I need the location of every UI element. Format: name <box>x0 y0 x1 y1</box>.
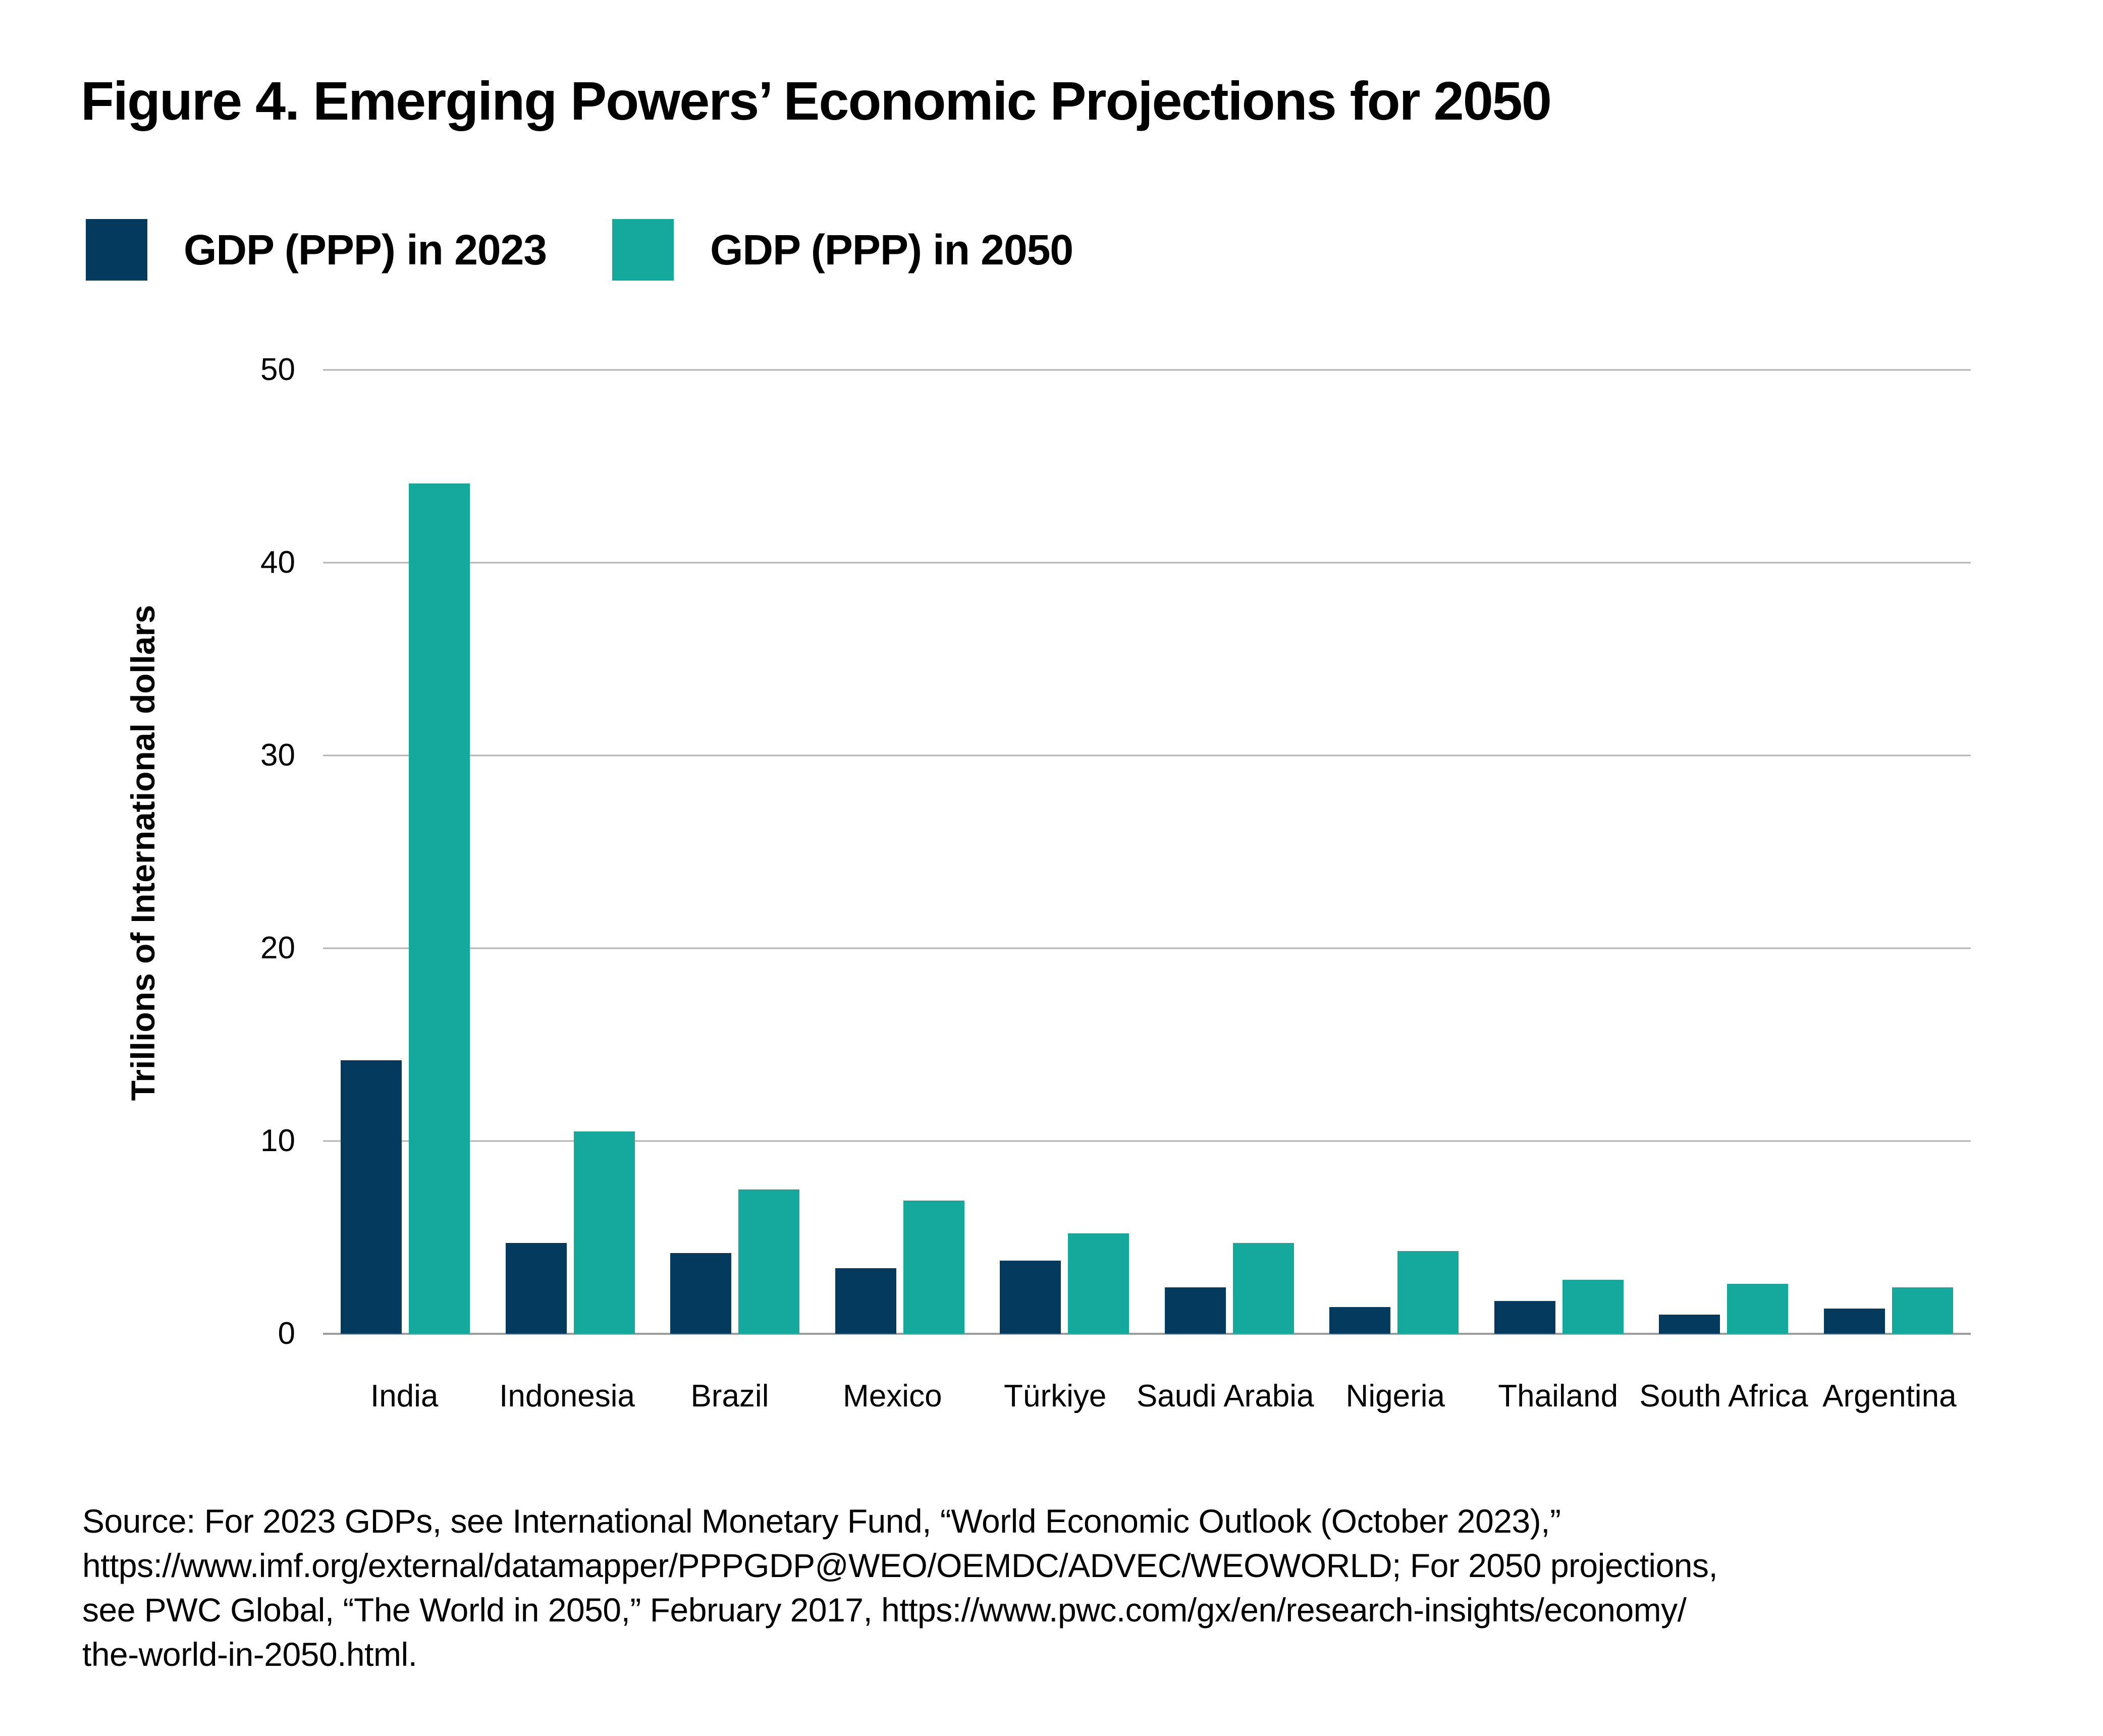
bar-saudi-arabia-2023 <box>1164 1287 1226 1334</box>
x-label-turkiye: Türkiye <box>1004 1379 1107 1414</box>
bar-argentina-2050 <box>1892 1287 1953 1334</box>
bar-turkiye-2050 <box>1068 1233 1129 1334</box>
x-label-nigeria: Nigeria <box>1345 1379 1445 1414</box>
bar-group-argentina <box>1806 370 1971 1334</box>
x-axis-line <box>323 1333 1971 1335</box>
gridline-20 <box>323 947 1971 949</box>
source-note: Source: For 2023 GDPs, see International… <box>82 1499 1718 1676</box>
x-label-indonesia: Indonesia <box>499 1379 635 1414</box>
gridline-10 <box>323 1140 1971 1142</box>
x-label-south-africa: South Africa <box>1639 1379 1808 1414</box>
bar-indonesia-2050 <box>573 1131 635 1334</box>
bar-group-turkiye <box>982 370 1147 1334</box>
legend-item-2023: GDP (PPP) in 2023 <box>86 219 547 281</box>
bar-brazil-2050 <box>738 1189 800 1334</box>
y-tick-30: 30 <box>260 738 295 773</box>
legend-swatch-2023 <box>86 219 147 281</box>
legend-item-2050: GDP (PPP) in 2050 <box>612 219 1073 281</box>
source-line: the-world-in-2050.html. <box>82 1636 417 1673</box>
bar-indonesia-2023 <box>505 1243 567 1334</box>
bar-mexico-2023 <box>835 1268 896 1334</box>
chart-title: Figure 4. Emerging Powers’ Economic Proj… <box>81 70 1552 131</box>
bar-nigeria-2023 <box>1329 1307 1391 1334</box>
gridline-30 <box>323 754 1971 756</box>
y-tick-20: 20 <box>260 931 295 965</box>
bar-group-india <box>323 370 488 1334</box>
y-tick-50: 50 <box>260 352 295 387</box>
bar-group-mexico <box>818 370 983 1334</box>
bar-india-2050 <box>409 483 470 1334</box>
bar-argentina-2023 <box>1823 1309 1885 1334</box>
legend: GDP (PPP) in 2023 GDP (PPP) in 2050 <box>86 219 1073 281</box>
x-label-saudi-arabia: Saudi Arabia <box>1136 1379 1314 1414</box>
bar-south-africa-2023 <box>1659 1314 1720 1334</box>
bar-thailand-2050 <box>1562 1280 1624 1334</box>
plot-area <box>323 369 1971 1335</box>
y-tick-40: 40 <box>260 545 295 580</box>
legend-swatch-2050 <box>612 219 674 281</box>
x-label-mexico: Mexico <box>843 1379 942 1414</box>
x-label-brazil: Brazil <box>690 1379 769 1414</box>
bar-turkiye-2023 <box>1000 1260 1061 1334</box>
bar-group-nigeria <box>1312 370 1477 1334</box>
y-axis-label: Trillions of International dollars <box>124 605 161 1101</box>
bar-mexico-2050 <box>903 1201 964 1334</box>
gridline-40 <box>323 562 1971 564</box>
legend-label-2023: GDP (PPP) in 2023 <box>184 226 547 274</box>
x-label-thailand: Thailand <box>1498 1379 1619 1414</box>
source-line: see PWC Global, “The World in 2050,” Feb… <box>82 1591 1687 1629</box>
bars-container <box>323 370 1971 1334</box>
x-label-india: India <box>370 1379 439 1414</box>
bar-group-saudi-arabia <box>1147 370 1312 1334</box>
y-tick-0: 0 <box>278 1316 295 1351</box>
gridline-50 <box>323 369 1971 371</box>
bar-group-south-africa <box>1641 370 1806 1334</box>
bar-group-thailand <box>1477 370 1642 1334</box>
bar-thailand-2023 <box>1494 1301 1555 1334</box>
legend-label-2050: GDP (PPP) in 2050 <box>710 226 1073 274</box>
bar-nigeria-2050 <box>1397 1251 1459 1334</box>
bar-brazil-2023 <box>670 1253 732 1334</box>
source-line: https://www.imf.org/external/datamapper/… <box>82 1547 1718 1584</box>
x-label-argentina: Argentina <box>1822 1379 1957 1414</box>
x-axis-labels: India Indonesia Brazil Mexico Türkiye Saudi A… <box>323 1379 1971 1414</box>
bar-india-2023 <box>341 1060 402 1334</box>
source-line: Source: For 2023 GDPs, see International… <box>82 1502 1561 1540</box>
bar-south-africa-2050 <box>1727 1283 1789 1334</box>
bar-group-indonesia <box>488 370 653 1334</box>
bar-saudi-arabia-2050 <box>1232 1243 1294 1334</box>
bar-group-brazil <box>653 370 818 1334</box>
y-tick-10: 10 <box>260 1123 295 1158</box>
